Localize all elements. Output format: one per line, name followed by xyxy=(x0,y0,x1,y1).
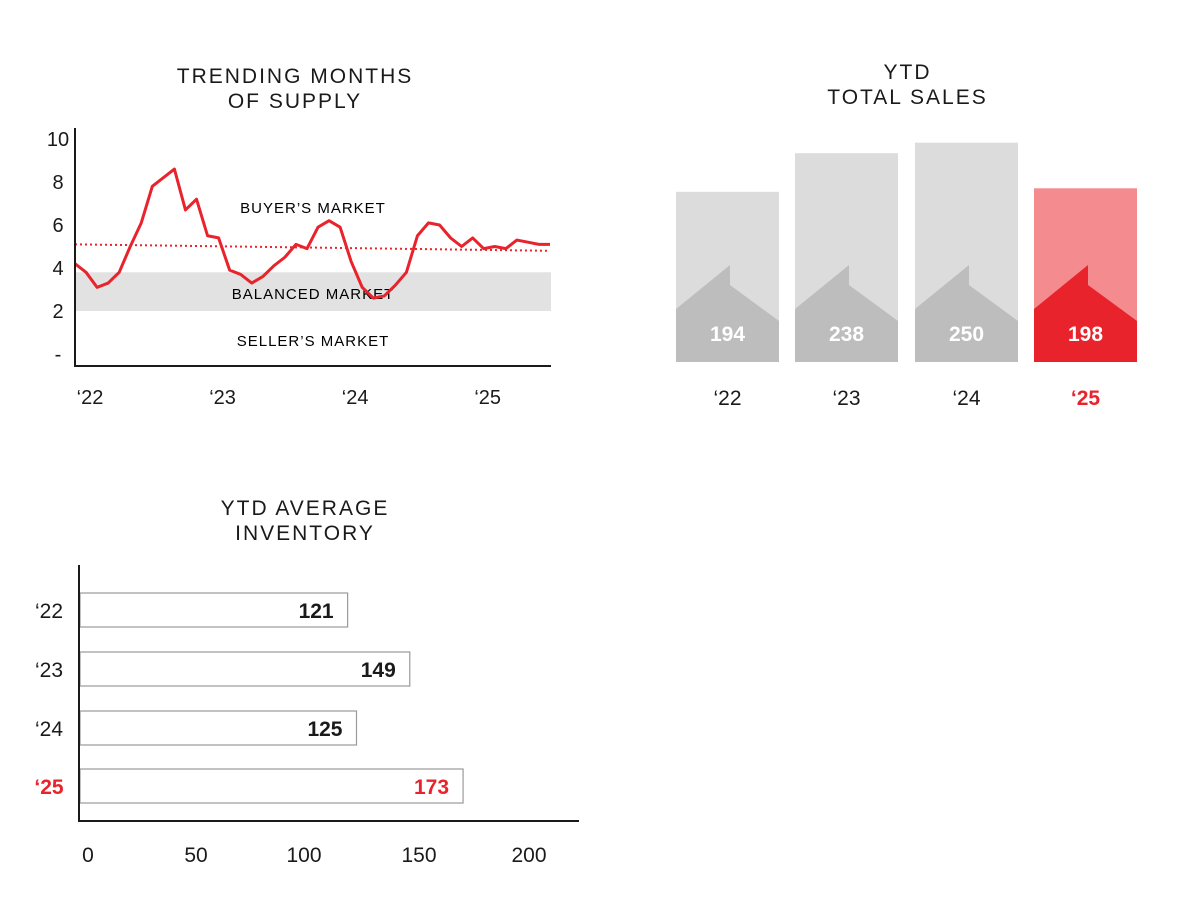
inventory-value-label: 121 xyxy=(299,600,334,623)
supply-x-tick: ‘22 xyxy=(77,387,104,409)
inventory-value-label: 149 xyxy=(361,659,396,682)
inventory-x-tick: 50 xyxy=(184,844,207,867)
sales-category-label: ‘23 xyxy=(832,387,860,410)
sales-value-label: 198 xyxy=(1068,323,1103,346)
region-label-balanced: BALANCED MARKET xyxy=(232,286,395,303)
inventory-value-label: 173 xyxy=(414,776,449,799)
house-icon xyxy=(676,265,779,362)
sales-value-label: 194 xyxy=(710,323,745,346)
supply-series-line xyxy=(74,167,550,300)
supply-y-tick: 8 xyxy=(52,172,63,194)
supply-line-chart: BUYER’S MARKET BALANCED MARKET SELLER’S … xyxy=(47,128,551,409)
house-icon xyxy=(1034,265,1137,362)
sales-value-label: 250 xyxy=(949,323,984,346)
inventory-chart-title: YTD AVERAGE INVENTORY xyxy=(220,497,390,545)
supply-x-tick: ‘25 xyxy=(474,387,501,409)
region-label-sellers: SELLER’S MARKET xyxy=(237,333,390,350)
inventory-category-label: ‘24 xyxy=(35,718,63,741)
supply-y-tick: - xyxy=(55,344,62,366)
sales-chart-title: YTD TOTAL SALES xyxy=(827,61,988,109)
balanced-market-band xyxy=(76,272,551,311)
inventory-x-tick: 150 xyxy=(401,844,436,867)
sales-value-label: 238 xyxy=(829,323,864,346)
house-icon xyxy=(795,265,898,362)
inventory-category-label: ‘23 xyxy=(35,659,63,682)
supply-x-tick: ‘24 xyxy=(342,387,369,409)
supply-y-tick: 6 xyxy=(52,215,63,237)
inventory-x-tick: 100 xyxy=(286,844,321,867)
inventory-value-label: 125 xyxy=(307,718,342,741)
region-label-buyers: BUYER’S MARKET xyxy=(240,200,386,217)
supply-y-tick: 10 xyxy=(47,129,69,151)
inventory-x-tick: 200 xyxy=(511,844,546,867)
sales-bar-chart: 194 ‘22 238 ‘23 250 ‘24 198 ‘25 xyxy=(676,142,1137,410)
supply-chart-title: TRENDING MONTHS OF SUPPLY xyxy=(176,65,414,113)
inventory-bar xyxy=(79,768,464,804)
sales-category-label: ‘25 xyxy=(1071,387,1101,410)
supply-y-tick: 4 xyxy=(52,258,63,280)
inventory-x-tick: 0 xyxy=(82,844,94,867)
supply-y-tick: 2 xyxy=(52,301,63,323)
inventory-category-label: ‘25 xyxy=(34,776,64,799)
inventory-bar xyxy=(79,651,411,687)
supply-x-tick: ‘23 xyxy=(209,387,236,409)
sales-category-label: ‘24 xyxy=(952,387,980,410)
sales-category-label: ‘22 xyxy=(713,387,741,410)
house-icon xyxy=(915,265,1018,362)
inventory-bar xyxy=(79,710,358,746)
inventory-bar-chart: 121 ‘22 149 ‘23 125 ‘24 173 ‘25 0 50 100 150 200 xyxy=(34,565,579,867)
inventory-category-label: ‘22 xyxy=(35,600,63,623)
trend-line xyxy=(74,243,551,252)
